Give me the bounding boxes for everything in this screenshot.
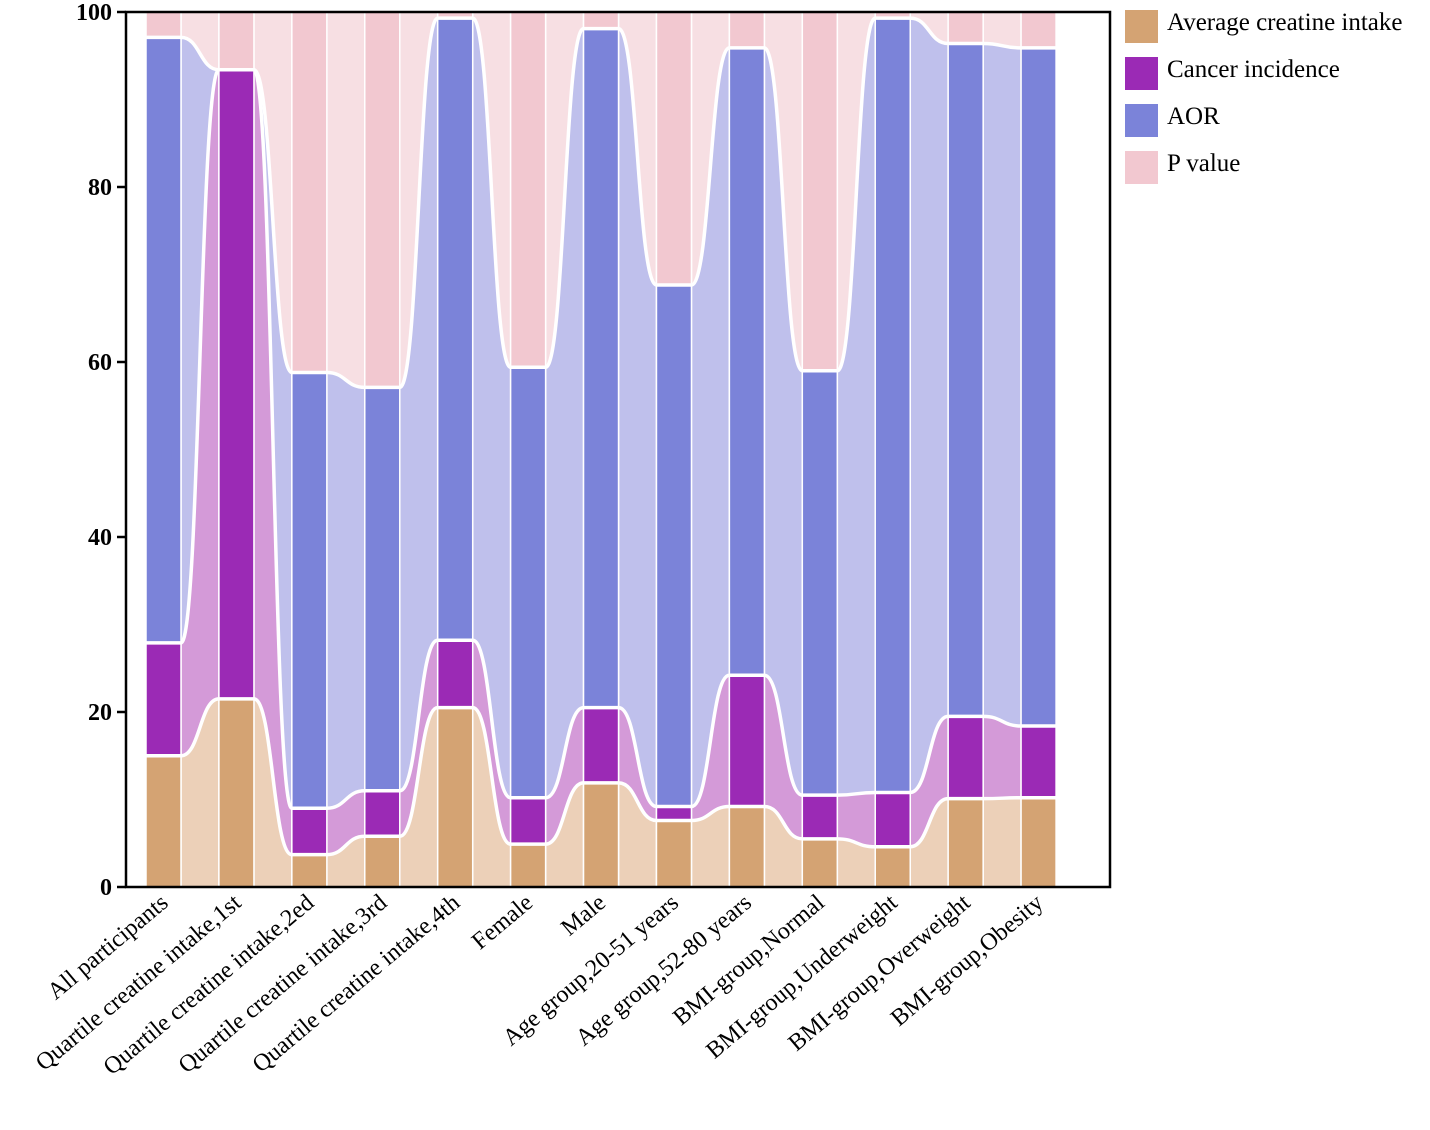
y-tick-label-100: 100 — [76, 0, 112, 26]
legend: Average creatine intake Cancer incidence A… — [1125, 9, 1403, 184]
bar-age-group-20-51-years-aor — [655, 284, 693, 808]
y-tick-label-0: 0 — [100, 875, 112, 901]
bar-all-participants-aor — [145, 36, 182, 644]
bar-bmi-group-underweight-cancer-incidence — [874, 791, 911, 848]
bar-male-p-value — [582, 11, 620, 30]
bar-bmi-group-normal-cancer-incidence — [801, 794, 839, 840]
legend-swatch-average-creatine-intake — [1125, 10, 1158, 43]
legend-label-cancer-incidence: Cancer incidence — [1167, 56, 1340, 83]
bar-bmi-group-obesity-cancer-incidence — [1020, 725, 1057, 799]
bar-age-group-20-51-years-p-value — [655, 11, 693, 286]
bar-bmi-group-underweight-average-creatine-intake — [874, 846, 911, 888]
bar-quartile-creatine-intake-4th-average-creatine-intake — [436, 706, 474, 888]
bar-quartile-creatine-intake-3rd-aor — [364, 386, 401, 792]
plot-frame — [124, 10, 1112, 889]
bar-quartile-creatine-intake-3rd-average-creatine-intake — [364, 835, 401, 888]
bar-all-participants-average-creatine-intake — [145, 755, 182, 888]
legend-swatch-p-value — [1125, 151, 1158, 184]
bar-bmi-group-obesity-average-creatine-intake — [1020, 797, 1057, 888]
bar-female-aor — [509, 366, 547, 799]
bar-male-cancer-incidence — [582, 706, 620, 784]
bar-male-average-creatine-intake — [582, 782, 620, 888]
bar-quartile-creatine-intake-4th-aor — [436, 17, 474, 641]
x-tick-label-male: Male — [556, 890, 610, 942]
y-tick-label-40: 40 — [88, 525, 112, 551]
bar-age-group-52-80-years-average-creatine-intake — [728, 805, 766, 888]
x-tick-label-all-participants: All participants — [43, 890, 174, 1005]
bar-bmi-group-normal-aor — [801, 370, 839, 796]
bar-quartile-creatine-intake-3rd-p-value — [364, 11, 401, 389]
bar-age-group-52-80-years-cancer-incidence — [728, 674, 766, 808]
bar-bmi-group-obesity-p-value — [1020, 11, 1057, 49]
flow-aor-3 — [326, 371, 366, 810]
flow-cancer-incidence-12 — [982, 715, 1022, 800]
legend-label-average-creatine-intake: Average creatine intake — [1167, 9, 1403, 36]
bar-quartile-creatine-intake-2ed-p-value — [291, 11, 328, 374]
bar-quartile-creatine-intake-4th-cancer-incidence — [436, 639, 474, 709]
bar-quartile-creatine-intake-1st-p-value — [218, 11, 255, 71]
bar-male-aor — [582, 27, 620, 709]
bar-female-p-value — [509, 11, 547, 368]
bar-age-group-20-51-years-cancer-incidence — [655, 805, 693, 822]
bar-bmi-group-normal-average-creatine-intake — [801, 838, 839, 888]
boundary-cancer-incidence — [146, 68, 1057, 810]
legend-swatch-cancer-incidence — [1125, 57, 1158, 90]
flow-p-value-3 — [326, 11, 366, 389]
legend-label-aor: AOR — [1167, 103, 1220, 130]
y-tick-label-60: 60 — [88, 350, 112, 376]
bar-quartile-creatine-intake-2ed-cancer-incidence — [291, 807, 328, 856]
bar-all-participants-p-value — [145, 11, 182, 39]
boundary-average-creatine-intake — [146, 697, 1057, 857]
bar-quartile-creatine-intake-3rd-cancer-incidence — [364, 790, 401, 837]
flow-aor-12 — [982, 42, 1022, 727]
bar-quartile-creatine-intake-1st-average-creatine-intake — [218, 698, 255, 888]
y-tick-label-20: 20 — [88, 700, 112, 726]
bar-female-average-creatine-intake — [509, 843, 547, 888]
bar-bmi-group-obesity-aor — [1020, 47, 1057, 727]
bar-quartile-creatine-intake-2ed-aor — [291, 371, 328, 809]
y-tick-label-80: 80 — [88, 175, 112, 201]
bar-age-group-52-80-years-aor — [728, 47, 766, 676]
bar-bmi-group-overweight-average-creatine-intake — [947, 797, 984, 888]
bar-bmi-group-overweight-p-value — [947, 11, 984, 45]
bar-female-cancer-incidence — [509, 797, 547, 845]
bar-bmi-group-normal-p-value — [801, 11, 839, 372]
flow-average-creatine-intake-12 — [982, 796, 1022, 888]
bar-age-group-52-80-years-p-value — [728, 11, 766, 49]
bar-bmi-group-overweight-cancer-incidence — [947, 715, 984, 800]
series-outlines — [146, 16, 1057, 857]
boundary-aor — [146, 16, 1057, 390]
bar-all-participants-cancer-incidence — [145, 642, 182, 757]
x-tick-label-female: Female — [467, 890, 538, 955]
flow-aor-11 — [909, 17, 949, 794]
bar-bmi-group-underweight-aor — [874, 17, 911, 794]
legend-label-p-value: P value — [1167, 150, 1240, 177]
bar-quartile-creatine-intake-2ed-average-creatine-intake — [291, 853, 328, 888]
bar-bmi-group-overweight-aor — [947, 42, 984, 718]
legend-swatch-aor — [1125, 104, 1158, 137]
bar-quartile-creatine-intake-1st-cancer-incidence — [218, 69, 255, 700]
bar-age-group-20-51-years-average-creatine-intake — [655, 819, 693, 888]
